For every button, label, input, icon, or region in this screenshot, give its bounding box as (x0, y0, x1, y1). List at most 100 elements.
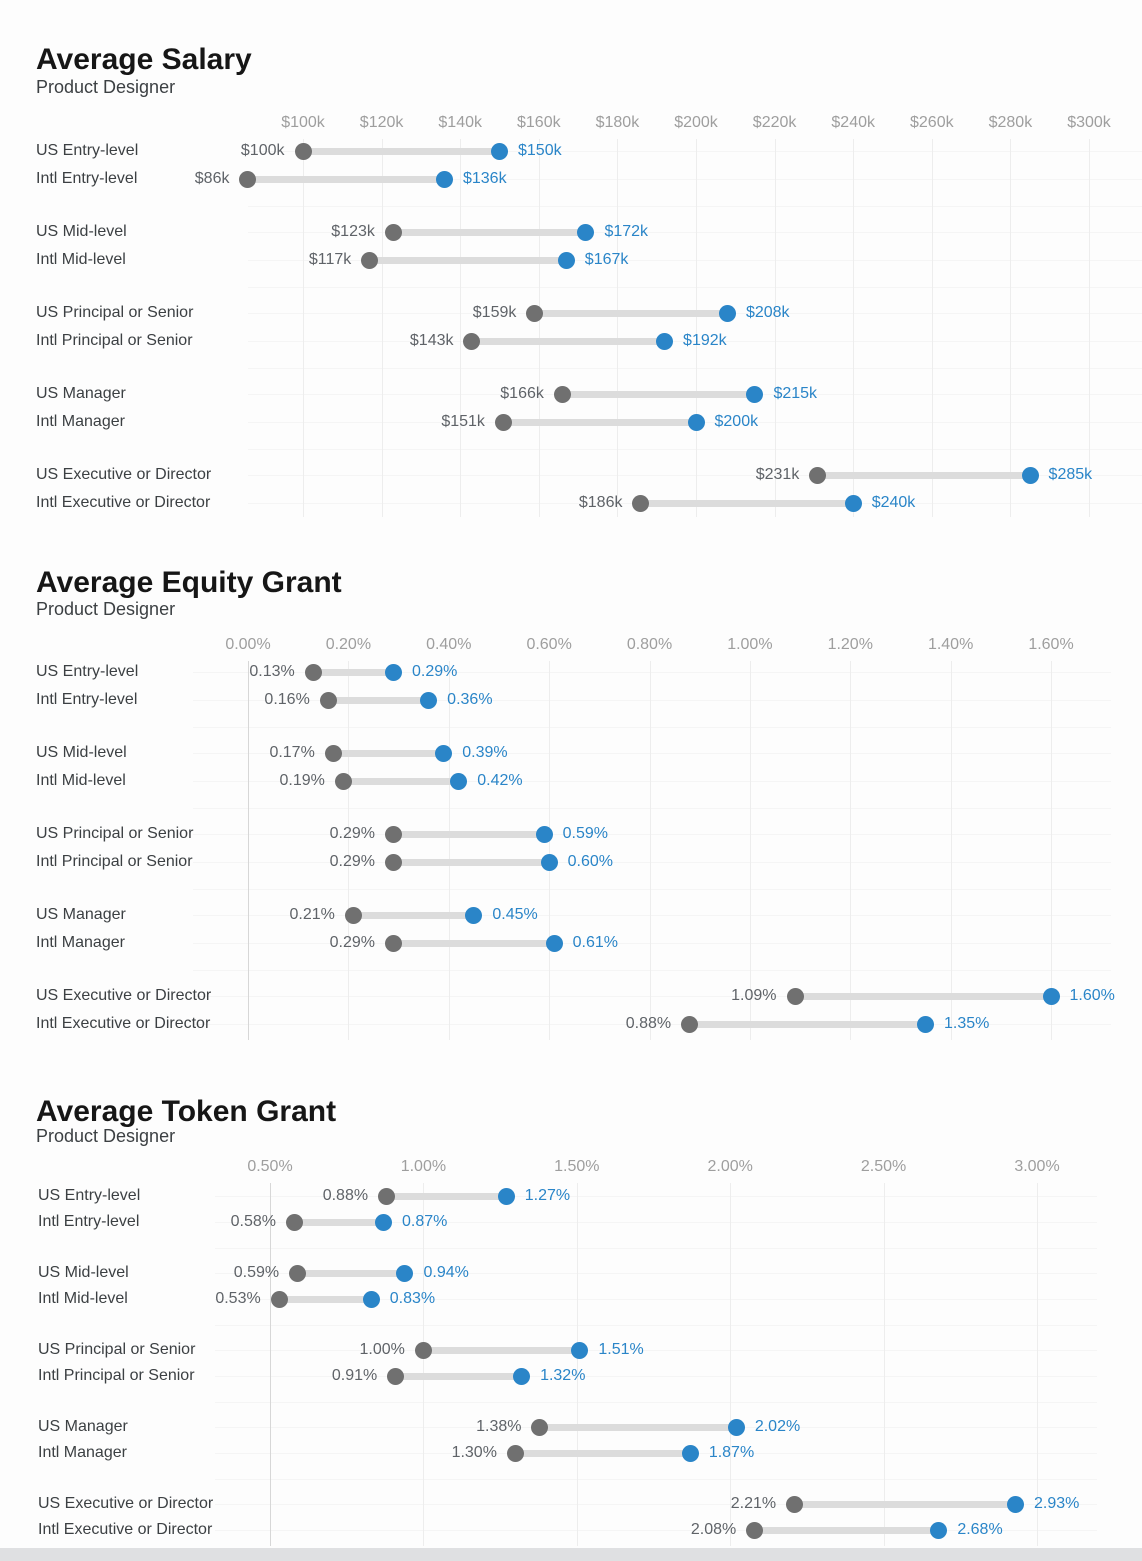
dumbbell-bar (817, 471, 1031, 479)
max-dot (497, 1187, 515, 1205)
max-dot (727, 1418, 745, 1436)
min-value-label: $151k (441, 413, 485, 430)
axis-tick-label: 1.50% (554, 1158, 600, 1175)
vertical-gridline (749, 661, 751, 1040)
row-label: Intl Entry-level (36, 170, 138, 187)
max-dot (435, 170, 453, 188)
max-dot (687, 413, 705, 431)
row-label: Intl Principal or Senior (36, 853, 193, 870)
dumbbell-bar (328, 696, 429, 704)
min-dot (681, 1015, 699, 1033)
vertical-gridline (381, 139, 383, 517)
dumbbell-bar (423, 1346, 580, 1354)
salary-chart-subtitle: Product Designer (36, 77, 176, 97)
horizontal-gridline (193, 969, 1111, 971)
min-value-label: 0.17% (269, 744, 315, 761)
min-dot (304, 663, 322, 681)
axis-tick-label: $260k (910, 114, 954, 131)
min-dot (270, 1290, 288, 1308)
axis-tick-label: $160k (517, 114, 561, 131)
row-label: US Entry-level (36, 142, 139, 159)
vertical-gridline (248, 661, 249, 1040)
min-value-label: 0.29% (329, 934, 376, 951)
min-value-label: 0.29% (329, 825, 376, 842)
max-dot (681, 1444, 699, 1462)
row-label: Intl Manager (36, 934, 125, 951)
min-dot (384, 223, 402, 241)
row-label: Intl Executive or Director (38, 1521, 213, 1538)
min-value-label: 2.08% (690, 1521, 737, 1538)
row-label: US Principal or Senior (36, 825, 194, 842)
min-value-label: 0.29% (329, 853, 376, 870)
equity-chart-subtitle: Product Designer (36, 599, 176, 619)
axis-tick-label: 0.60% (526, 636, 572, 653)
dumbbell-bar (503, 418, 696, 426)
horizontal-gridline (215, 1273, 1097, 1274)
max-value-label: $136k (462, 170, 507, 187)
vertical-gridline (649, 661, 651, 1040)
axis-tick-label: 1.00% (727, 636, 773, 653)
row-label: US Manager (38, 1418, 128, 1435)
horizontal-gridline (193, 996, 1111, 997)
max-value-label: 0.36% (447, 691, 493, 708)
max-dot (396, 1264, 414, 1282)
max-value-label: $285k (1048, 466, 1093, 483)
max-value-label: $172k (604, 223, 649, 240)
row-label: Intl Manager (38, 1444, 127, 1461)
min-dot (324, 744, 342, 762)
horizontal-gridline (215, 1196, 1097, 1197)
min-dot (239, 170, 257, 188)
vertical-gridline (850, 661, 852, 1040)
row-label: US Principal or Senior (38, 1341, 196, 1358)
horizontal-gridline (248, 367, 1142, 369)
dumbbell-bar (794, 1500, 1016, 1508)
dumbbell-bar (303, 147, 500, 155)
horizontal-gridline (215, 1401, 1097, 1403)
min-dot (385, 825, 403, 843)
min-dot (289, 1264, 307, 1282)
horizontal-gridline (215, 1427, 1097, 1428)
vertical-gridline (696, 139, 697, 517)
dumbbell-bar (353, 911, 474, 919)
min-value-label: 0.58% (230, 1213, 277, 1230)
min-value-label: 0.88% (625, 1015, 672, 1032)
horizontal-gridline (193, 807, 1111, 809)
row-label: Intl Executive or Director (36, 1015, 211, 1032)
row-label: Intl Entry-level (38, 1213, 140, 1230)
max-value-label: 2.68% (957, 1521, 1003, 1538)
max-value-label: 0.59% (562, 825, 608, 842)
min-dot (319, 691, 337, 709)
max-value-label: $192k (683, 332, 727, 349)
vertical-gridline (423, 1183, 425, 1546)
vertical-gridline (774, 139, 776, 517)
min-value-label: 0.53% (215, 1290, 261, 1307)
row-label: US Principal or Senior (36, 304, 194, 321)
max-value-label: $240k (871, 494, 916, 511)
max-value-label: 1.27% (524, 1187, 571, 1204)
axis-tick-label: $180k (595, 114, 640, 131)
axis-tick-label: $200k (674, 114, 718, 131)
axis-tick-label: 3.00% (1014, 1158, 1060, 1175)
max-value-label: 1.87% (708, 1444, 755, 1461)
max-dot (540, 853, 558, 871)
horizontal-gridline (193, 726, 1111, 728)
horizontal-gridline (215, 1324, 1097, 1326)
axis-tick-label: 0.50% (247, 1158, 293, 1175)
axis-tick-label: $120k (359, 114, 404, 131)
min-dot (632, 494, 650, 512)
dumbbell-bar (539, 1423, 737, 1431)
row-label: US Manager (36, 906, 126, 923)
vertical-gridline (931, 139, 933, 517)
salary-chart-title: Average Salary (36, 43, 252, 77)
max-dot (557, 251, 575, 269)
axis-tick-label: 2.00% (707, 1158, 753, 1175)
max-value-label: 0.39% (462, 744, 508, 761)
horizontal-gridline (215, 1504, 1097, 1505)
min-dot (553, 385, 571, 403)
max-value-label: $150k (518, 142, 562, 159)
horizontal-gridline (248, 151, 1142, 152)
vertical-gridline (448, 661, 450, 1040)
vertical-gridline (883, 1183, 885, 1546)
max-value-label: 0.87% (402, 1213, 448, 1230)
